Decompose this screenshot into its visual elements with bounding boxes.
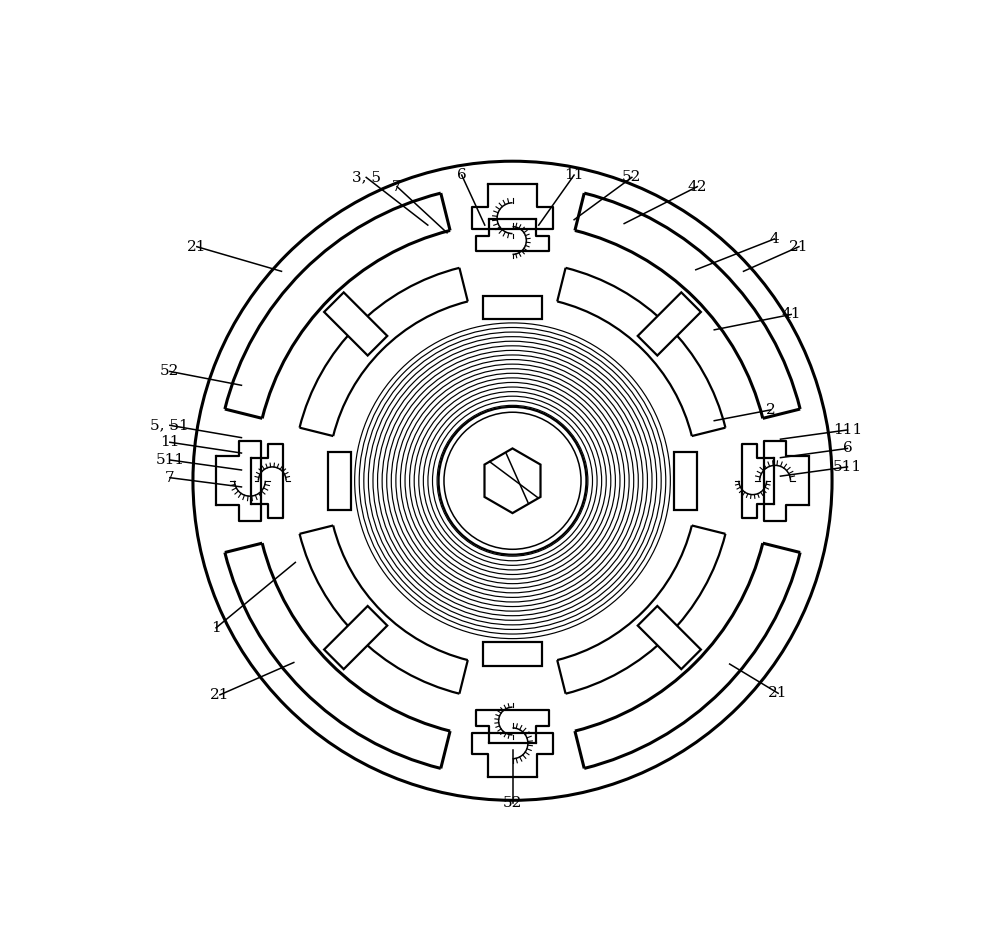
Text: 11: 11: [160, 435, 180, 449]
Polygon shape: [483, 296, 542, 319]
Text: 21: 21: [187, 240, 207, 253]
Text: 111: 111: [833, 423, 862, 437]
Polygon shape: [483, 643, 542, 665]
Text: 52: 52: [160, 365, 180, 379]
Polygon shape: [324, 606, 387, 669]
Text: 21: 21: [210, 688, 230, 702]
Text: 42: 42: [688, 180, 707, 193]
Text: 5, 51: 5, 51: [150, 418, 189, 432]
Text: 7: 7: [392, 180, 402, 193]
Polygon shape: [324, 292, 387, 355]
Text: 511: 511: [833, 460, 862, 474]
Polygon shape: [328, 451, 351, 510]
Text: 7: 7: [165, 470, 175, 485]
Text: 41: 41: [781, 307, 801, 322]
Text: 52: 52: [622, 170, 642, 185]
Text: 21: 21: [789, 240, 809, 253]
Text: 6: 6: [843, 442, 852, 455]
Text: 1: 1: [211, 621, 221, 635]
Text: 52: 52: [503, 796, 522, 809]
Text: 511: 511: [155, 453, 184, 467]
Text: 4: 4: [769, 232, 779, 246]
Text: 6: 6: [457, 169, 467, 182]
Circle shape: [444, 412, 581, 549]
Text: 21: 21: [768, 686, 788, 701]
Text: 11: 11: [564, 169, 584, 182]
Circle shape: [193, 161, 832, 801]
Text: 3, 5: 3, 5: [352, 170, 381, 185]
Polygon shape: [484, 448, 541, 513]
Circle shape: [439, 407, 586, 555]
Polygon shape: [674, 451, 697, 510]
Text: 2: 2: [766, 403, 775, 417]
Polygon shape: [638, 292, 701, 355]
Polygon shape: [638, 606, 701, 669]
